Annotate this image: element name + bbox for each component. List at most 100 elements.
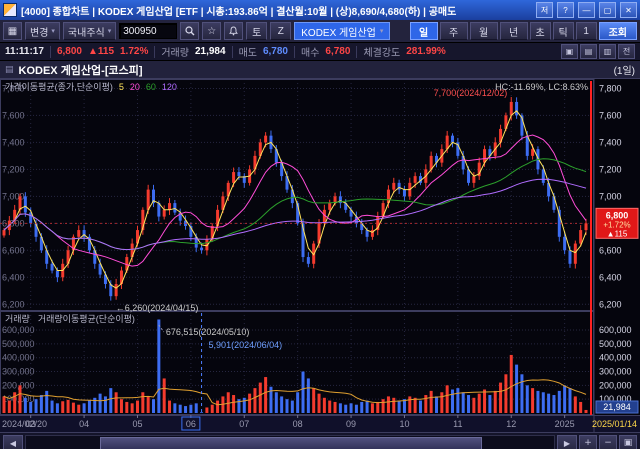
svg-text:6,600: 6,600 (2, 245, 25, 255)
layout-icon[interactable]: ▤ (580, 44, 597, 59)
period-month-button[interactable]: 월 (470, 22, 498, 40)
svg-text:7,400: 7,400 (599, 137, 622, 147)
svg-text:04: 04 (79, 419, 89, 429)
svg-text:400,000: 400,000 (599, 353, 632, 363)
svg-text:6,800: 6,800 (606, 210, 629, 220)
chevron-down-icon: ▾ (380, 27, 384, 35)
svg-text:2025/01/14: 2025/01/14 (592, 419, 637, 429)
query-button[interactable]: 조회 (599, 22, 637, 40)
search-icon[interactable] (180, 22, 199, 40)
scroll-left-arrow[interactable]: ◀ (3, 435, 23, 449)
symbol-chip[interactable]: KODEX 게임산업 ▾ (294, 22, 390, 40)
code-input[interactable] (119, 23, 177, 39)
interval-stepper[interactable]: 1 (576, 22, 597, 40)
volume-label: 거래량 (161, 44, 189, 59)
period-year-button[interactable]: 년 (500, 22, 528, 40)
svg-text:11: 11 (453, 419, 462, 429)
price-change-pct: 1.72% (120, 46, 148, 57)
chart-pane-header: ▤ KODEX 게임산업-[코스피] (1일) (0, 61, 640, 79)
svg-text:500,000: 500,000 (599, 339, 632, 349)
svg-text:300,000: 300,000 (2, 367, 35, 377)
help-button[interactable]: ? (557, 2, 574, 18)
chart-svg: 7,8007,8007,6007,6007,4007,4007,2007,200… (0, 79, 640, 432)
chart-style-icon[interactable]: ▣ (561, 44, 578, 59)
ask-value: 6,780 (263, 46, 288, 57)
svg-text:03: 03 (26, 419, 36, 429)
svg-text:←6,260(2024/04/15): ←6,260(2024/04/15) (116, 303, 199, 313)
period-day-button[interactable]: 일 (410, 22, 438, 40)
chart-settings-icon[interactable]: ▣ (619, 435, 637, 449)
change-button-label: 변경 (30, 24, 48, 39)
close-button[interactable]: ✕ (620, 2, 637, 18)
svg-text:200,000: 200,000 (599, 380, 632, 390)
svg-text:600,000: 600,000 (2, 325, 35, 335)
pane-icon[interactable]: ▤ (5, 64, 14, 75)
svg-text:7,600: 7,600 (2, 110, 25, 120)
info-right-buttons: ▣ ▤ ▥ 전 (561, 44, 635, 59)
alert-bell-icon[interactable] (224, 22, 243, 40)
svg-text:7,000: 7,000 (599, 191, 622, 201)
quote-info-bar: 11:11:17 6,800 ▲115 1.72% 거래량 21,984 매도 … (0, 43, 640, 61)
app-icon (3, 3, 17, 17)
svg-text:200,000: 200,000 (2, 380, 35, 390)
divider (232, 46, 233, 58)
svg-text:6,200: 6,200 (599, 299, 622, 309)
divider (294, 46, 295, 58)
svg-text:▲115: ▲115 (607, 229, 628, 238)
symbol-chip-label: KODEX 게임산업 (301, 24, 376, 39)
grid-icon[interactable]: ▥ (599, 44, 616, 59)
period-group: 일 주 월 년 초 틱 1 조회 (410, 22, 637, 40)
svg-text:6,400: 6,400 (2, 272, 25, 282)
window-title: [4000] 종합차트 | KODEX 게임산업 [ETF | 시총:193.8… (21, 3, 532, 18)
chart-period-label: (1일) (614, 62, 635, 77)
chevron-down-icon: ▾ (108, 27, 112, 35)
svg-text:07: 07 (239, 419, 249, 429)
scroll-right-arrow[interactable]: ▶ (557, 435, 577, 449)
volume-value: 21,984 (195, 46, 226, 57)
svg-text:HC:-11.69%, LC:8.63%: HC:-11.69%, LC:8.63% (495, 82, 588, 92)
chevron-down-icon: ▾ (51, 27, 55, 35)
favorite-star-icon[interactable]: ☆ (202, 22, 221, 40)
svg-text:12: 12 (506, 419, 516, 429)
scrollbar-track[interactable] (25, 435, 555, 449)
svg-text:6,200: 6,200 (2, 299, 25, 309)
svg-text:06: 06 (186, 419, 196, 429)
svg-text:+1.72%: +1.72% (603, 220, 630, 229)
svg-text:5,901(2024/06/04): 5,901(2024/06/04) (209, 340, 283, 350)
saturday-button[interactable]: 토 (246, 22, 267, 40)
svg-text:10: 10 (399, 419, 409, 429)
svg-text:600,000: 600,000 (599, 325, 632, 335)
chart-title: KODEX 게임산업-[코스피] (19, 62, 143, 78)
scrollbar-thumb[interactable] (100, 437, 482, 449)
fullview-button[interactable]: 전 (618, 44, 635, 59)
svg-text:500,000: 500,000 (2, 339, 35, 349)
minimize-button[interactable]: ― (578, 2, 595, 18)
title-bar: [4000] 종합차트 | KODEX 게임산업 [ETF | 시총:193.8… (0, 0, 640, 20)
svg-text:676,515(2024/05/10): 676,515(2024/05/10) (166, 327, 250, 337)
chart-canvas[interactable]: 7,8007,8007,6007,6007,4007,4007,2007,200… (0, 79, 640, 432)
menu-icon[interactable]: ▦ (3, 22, 22, 40)
save-window-button[interactable]: 저 (536, 2, 553, 18)
chart-window: [4000] 종합차트 | KODEX 게임산업 [ETF | 시총:193.8… (0, 0, 640, 449)
strength-label: 체결강도 (363, 44, 400, 59)
zoom-in-button[interactable]: + (579, 435, 597, 449)
maximize-button[interactable]: ▢ (599, 2, 616, 18)
svg-text:7,200: 7,200 (599, 164, 622, 174)
divider (356, 46, 357, 58)
price-change: ▲115 (88, 46, 114, 57)
change-button[interactable]: 변경 ▾ (25, 22, 60, 40)
svg-text:7,200: 7,200 (2, 164, 25, 174)
tick-button[interactable]: 틱 (553, 22, 574, 40)
quote-time: 11:11:17 (5, 46, 44, 57)
market-dropdown[interactable]: 국내주식 ▾ (63, 22, 116, 40)
svg-text:7,600: 7,600 (599, 110, 622, 120)
toolbar: ▦ 변경 ▾ 국내주식 ▾ ☆ 토 Z KODEX 게임산업 ▾ 일 주 월 년… (0, 20, 640, 43)
bid-label: 매수 (301, 44, 319, 59)
zoom-mode-button[interactable]: Z (270, 22, 291, 40)
zoom-out-button[interactable]: − (599, 435, 617, 449)
chart-scrollbar: ◀ ▶ + − ▣ (0, 432, 640, 449)
svg-text:2025: 2025 (555, 419, 575, 429)
second-button[interactable]: 초 (530, 22, 551, 40)
period-week-button[interactable]: 주 (440, 22, 468, 40)
current-price: 6,800 (57, 46, 82, 57)
